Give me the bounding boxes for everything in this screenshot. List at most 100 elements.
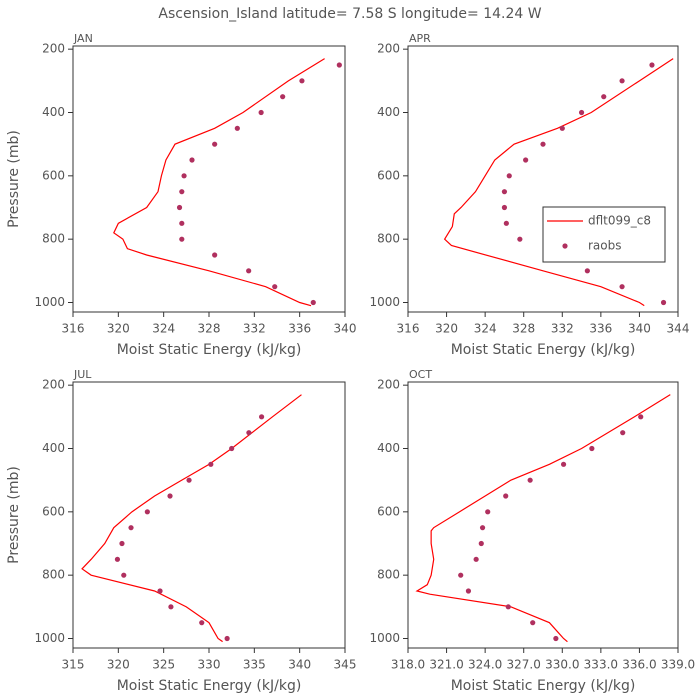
plot-frame: [72, 45, 346, 313]
raob-point: [465, 588, 472, 594]
raob-point: [121, 572, 127, 578]
y-tick-label: 200: [42, 378, 65, 392]
raob-point: [280, 94, 286, 100]
plot-frame: [407, 381, 679, 649]
x-tick-label: 345: [334, 658, 357, 672]
raob-point: [517, 236, 523, 242]
x-tick-label: 325: [152, 658, 175, 672]
raob-point: [299, 78, 305, 84]
raob-point: [458, 572, 464, 578]
raob-point: [540, 141, 546, 147]
raob-point: [189, 157, 195, 163]
x-tick-label: 324: [474, 322, 497, 336]
x-tick-label: 316: [397, 322, 420, 336]
raob-point: [258, 414, 265, 420]
legend-box: [542, 206, 666, 263]
raob-point: [485, 509, 491, 515]
raob-point: [619, 284, 625, 290]
y-tick-label: 1000: [369, 631, 400, 645]
x-tick-label: 328: [198, 322, 221, 336]
y-tick-label: 400: [377, 441, 400, 455]
raob-point: [559, 125, 565, 131]
x-tick-label: 328: [512, 322, 535, 336]
x-tick-label: 320: [435, 322, 458, 336]
x-tick-label: 336.0: [622, 658, 656, 672]
x-tick-label: 332: [243, 322, 266, 336]
x-tick-label: 330: [198, 658, 221, 672]
raob-point: [478, 540, 484, 547]
raob-point: [620, 430, 626, 436]
raob-point: [144, 509, 150, 515]
x-tick-label: 324.0: [468, 658, 502, 672]
y-axis-label: Pressure (mb): [6, 466, 22, 564]
raob-point: [530, 620, 536, 626]
x-tick-label: 340: [334, 322, 357, 336]
x-tick-label: 327.0: [507, 658, 541, 672]
raob-point: [505, 604, 511, 610]
model-line: [443, 58, 674, 307]
raob-point: [553, 635, 559, 642]
raob-point: [212, 252, 218, 258]
panel-title: JAN: [73, 32, 93, 45]
raob-point: [501, 204, 508, 211]
y-tick-label: 800: [377, 568, 400, 582]
panel-title: JUL: [73, 368, 92, 381]
panel-title: OCT: [409, 368, 432, 381]
x-axis-label: Moist Static Energy (kJ/kg): [117, 342, 302, 358]
raob-point: [584, 268, 590, 274]
y-tick-label: 1000: [369, 295, 400, 309]
raob-point: [503, 493, 509, 499]
raob-point: [114, 556, 121, 562]
raob-point: [258, 109, 264, 116]
y-tick-label: 200: [377, 42, 400, 56]
raob-point: [336, 62, 342, 68]
x-tick-label: 333.0: [584, 658, 618, 672]
x-tick-label: 336: [589, 322, 612, 336]
raob-point: [503, 220, 509, 226]
raob-point: [186, 477, 192, 483]
y-tick-label: 200: [42, 42, 65, 56]
x-tick-label: 324: [152, 322, 175, 336]
raob-point: [199, 620, 205, 626]
figure-title: Ascension_Island latitude= 7.58 S longit…: [158, 6, 541, 22]
x-axis-label: Moist Static Energy (kJ/kg): [451, 678, 636, 694]
x-tick-label: 340: [628, 322, 651, 336]
y-tick-label: 400: [42, 105, 65, 119]
y-tick-label: 800: [377, 232, 400, 246]
y-axis-label: Pressure (mb): [6, 130, 22, 228]
x-axis-label: Moist Static Energy (kJ/kg): [451, 342, 636, 358]
raob-point: [119, 540, 125, 547]
raob-point: [527, 477, 533, 483]
raob-point: [212, 141, 218, 147]
x-tick-label: 340: [288, 658, 311, 672]
raob-point: [589, 445, 595, 452]
raob-point: [167, 493, 173, 499]
y-tick-label: 600: [377, 504, 400, 518]
raob-point: [176, 204, 183, 211]
raob-point: [601, 94, 607, 100]
x-tick-label: 330.0: [545, 658, 579, 672]
legend-label: raobs: [588, 239, 622, 253]
y-tick-label: 1000: [34, 295, 65, 309]
raob-point: [649, 62, 655, 68]
raob-point: [660, 299, 667, 306]
y-tick-label: 400: [377, 105, 400, 119]
raob-point: [229, 445, 235, 452]
x-tick-label: 315: [62, 658, 85, 672]
raob-point: [473, 556, 479, 562]
raob-point: [181, 173, 187, 179]
x-tick-label: 320: [107, 322, 130, 336]
raob-point: [560, 461, 567, 467]
x-tick-label: 335: [243, 658, 266, 672]
y-tick-label: 800: [42, 232, 65, 246]
plot-frame: [72, 381, 346, 649]
x-tick-label: 318.0: [391, 658, 425, 672]
model-line: [415, 394, 671, 643]
raob-point: [619, 78, 625, 84]
raob-point: [224, 635, 230, 642]
raob-point: [208, 461, 214, 467]
y-tick-label: 400: [42, 441, 65, 455]
raob-point: [234, 125, 240, 131]
raob-point: [168, 604, 174, 610]
model-line: [113, 58, 325, 307]
